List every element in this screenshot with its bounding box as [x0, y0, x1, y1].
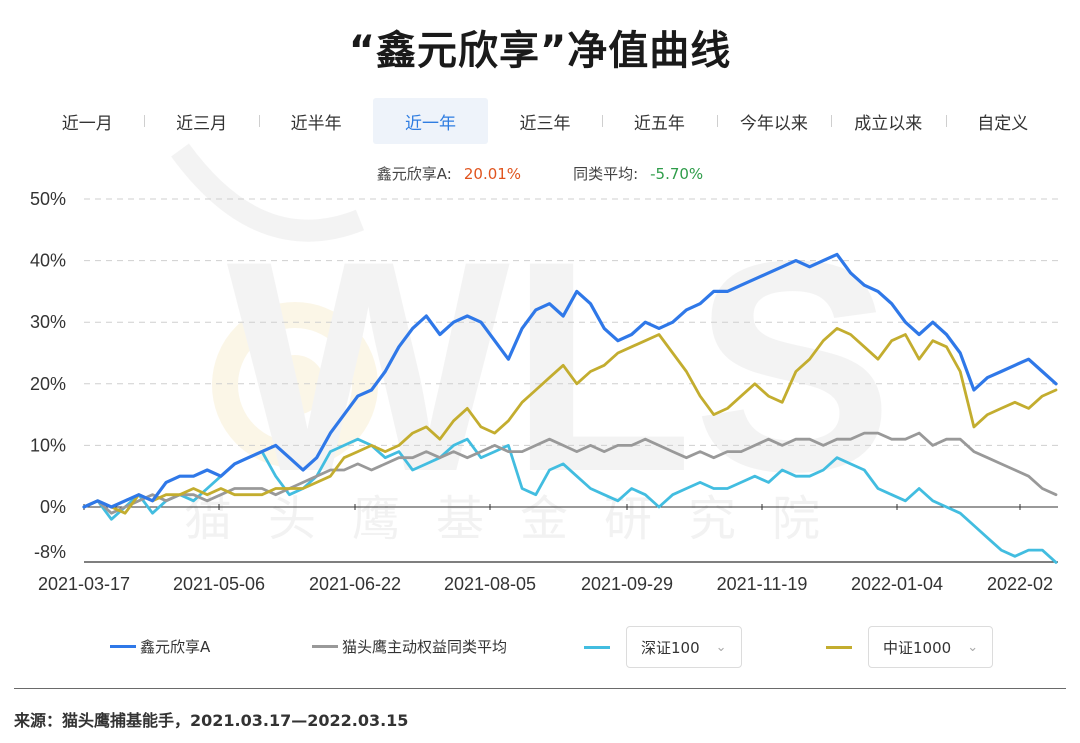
watermark-letters: WLS: [227, 198, 894, 534]
watermark-logo: WLS 猫头鹰基金研究院: [171, 143, 894, 547]
legend-label-idx2: 中证1000: [883, 638, 952, 657]
watermark-text: 猫头鹰基金研究院: [184, 491, 856, 547]
y-tick-label: 0%: [40, 497, 66, 517]
index-select-2[interactable]: 中证1000 ⌄: [868, 626, 994, 668]
y-tick-label: 20%: [30, 374, 66, 394]
legend: 鑫元欣享A 猫头鹰主动权益同类平均 深证100 ⌄ 中证1000 ⌄: [0, 624, 1080, 668]
grid-lines: [84, 198, 1058, 563]
source-note: 来源：猫头鹰捕基能手，2021.03.17—2022.03.15: [14, 711, 409, 730]
x-tick-label: 2021-09-29: [581, 574, 673, 594]
tab-ytd[interactable]: 今年以来: [716, 98, 831, 144]
period-tabs: 近一月 近三月 近半年 近一年 近三年 近五年 今年以来 成立以来 自定义: [30, 98, 1060, 144]
index-select-1[interactable]: 深证100 ⌄: [626, 626, 742, 668]
tab-since-inception[interactable]: 成立以来: [831, 98, 945, 144]
nav-line-chart: WLS 猫头鹰基金研究院 50% 40% 30% 20% 10% 0% -8% 2021-0…: [30, 143, 1058, 594]
y-axis: 50% 40% 30% 20% 10% 0% -8%: [30, 189, 66, 562]
series-line-avg: [82, 431, 1058, 515]
legend-label-avg: 猫头鹰主动权益同类平均: [342, 638, 508, 656]
series-line-idx2: [82, 326, 1058, 515]
divider: [14, 688, 1066, 689]
legend-label-idx1: 深证100: [641, 638, 700, 657]
return-summary: 鑫元欣享A: 20.01% 同类平均: -5.70%: [0, 163, 1080, 184]
tab-1m[interactable]: 近一月: [61, 113, 113, 134]
avg-return-label: 同类平均:: [573, 165, 639, 183]
series-lines: [82, 252, 1058, 564]
avg-return-value: -5.70%: [650, 165, 704, 183]
y-tick-label: 50%: [30, 189, 66, 209]
chart-title: “鑫元欣享”净值曲线: [348, 28, 732, 74]
y-tick-label: -8%: [34, 542, 66, 562]
x-tick-label: 2021-03-17: [38, 574, 130, 594]
y-tick-label: 10%: [30, 435, 66, 455]
tab-3m[interactable]: 近三月: [144, 98, 258, 144]
y-tick-label: 30%: [30, 312, 66, 332]
tab-6m[interactable]: 近半年: [258, 98, 373, 144]
legend-item-idx1[interactable]: 深证100 ⌄: [584, 626, 742, 668]
x-tick-label: 2021-08-05: [444, 574, 536, 594]
x-tick-label: 2021-05-06: [173, 574, 265, 594]
fund-return-label: 鑫元欣享A:: [376, 165, 452, 183]
tab-custom[interactable]: 自定义: [945, 98, 1060, 144]
legend-swatch-fund: [110, 645, 136, 648]
legend-swatch-idx1: [584, 645, 610, 649]
legend-label-fund: 鑫元欣享A: [140, 638, 211, 656]
x-tick-label: 2022-01-04: [851, 574, 943, 594]
chevron-down-icon: ⌄: [715, 639, 727, 655]
series-line-fund: [82, 252, 1058, 509]
chevron-down-icon: ⌄: [967, 639, 979, 655]
fund-return-value: 20.01%: [463, 165, 522, 183]
legend-item-idx2[interactable]: 中证1000 ⌄: [826, 626, 994, 668]
x-tick-label: 2021-06-22: [309, 574, 401, 594]
legend-item-fund[interactable]: 鑫元欣享A: [110, 636, 210, 657]
y-tick-label: 40%: [30, 251, 66, 271]
tab-3y[interactable]: 近三年: [519, 113, 571, 134]
x-tick-label: 2021-11-19: [717, 574, 808, 594]
legend-item-avg[interactable]: 猫头鹰主动权益同类平均: [312, 636, 507, 657]
x-tick-label: 2022-02: [987, 574, 1053, 594]
legend-swatch-avg: [312, 645, 338, 648]
x-axis: 2021-03-17 2021-05-06 2021-06-22 2021-08-05…: [38, 504, 1053, 594]
tab-1y[interactable]: 近一年: [373, 98, 488, 144]
tab-5y[interactable]: 近五年: [602, 98, 716, 144]
legend-swatch-idx2: [826, 645, 852, 649]
